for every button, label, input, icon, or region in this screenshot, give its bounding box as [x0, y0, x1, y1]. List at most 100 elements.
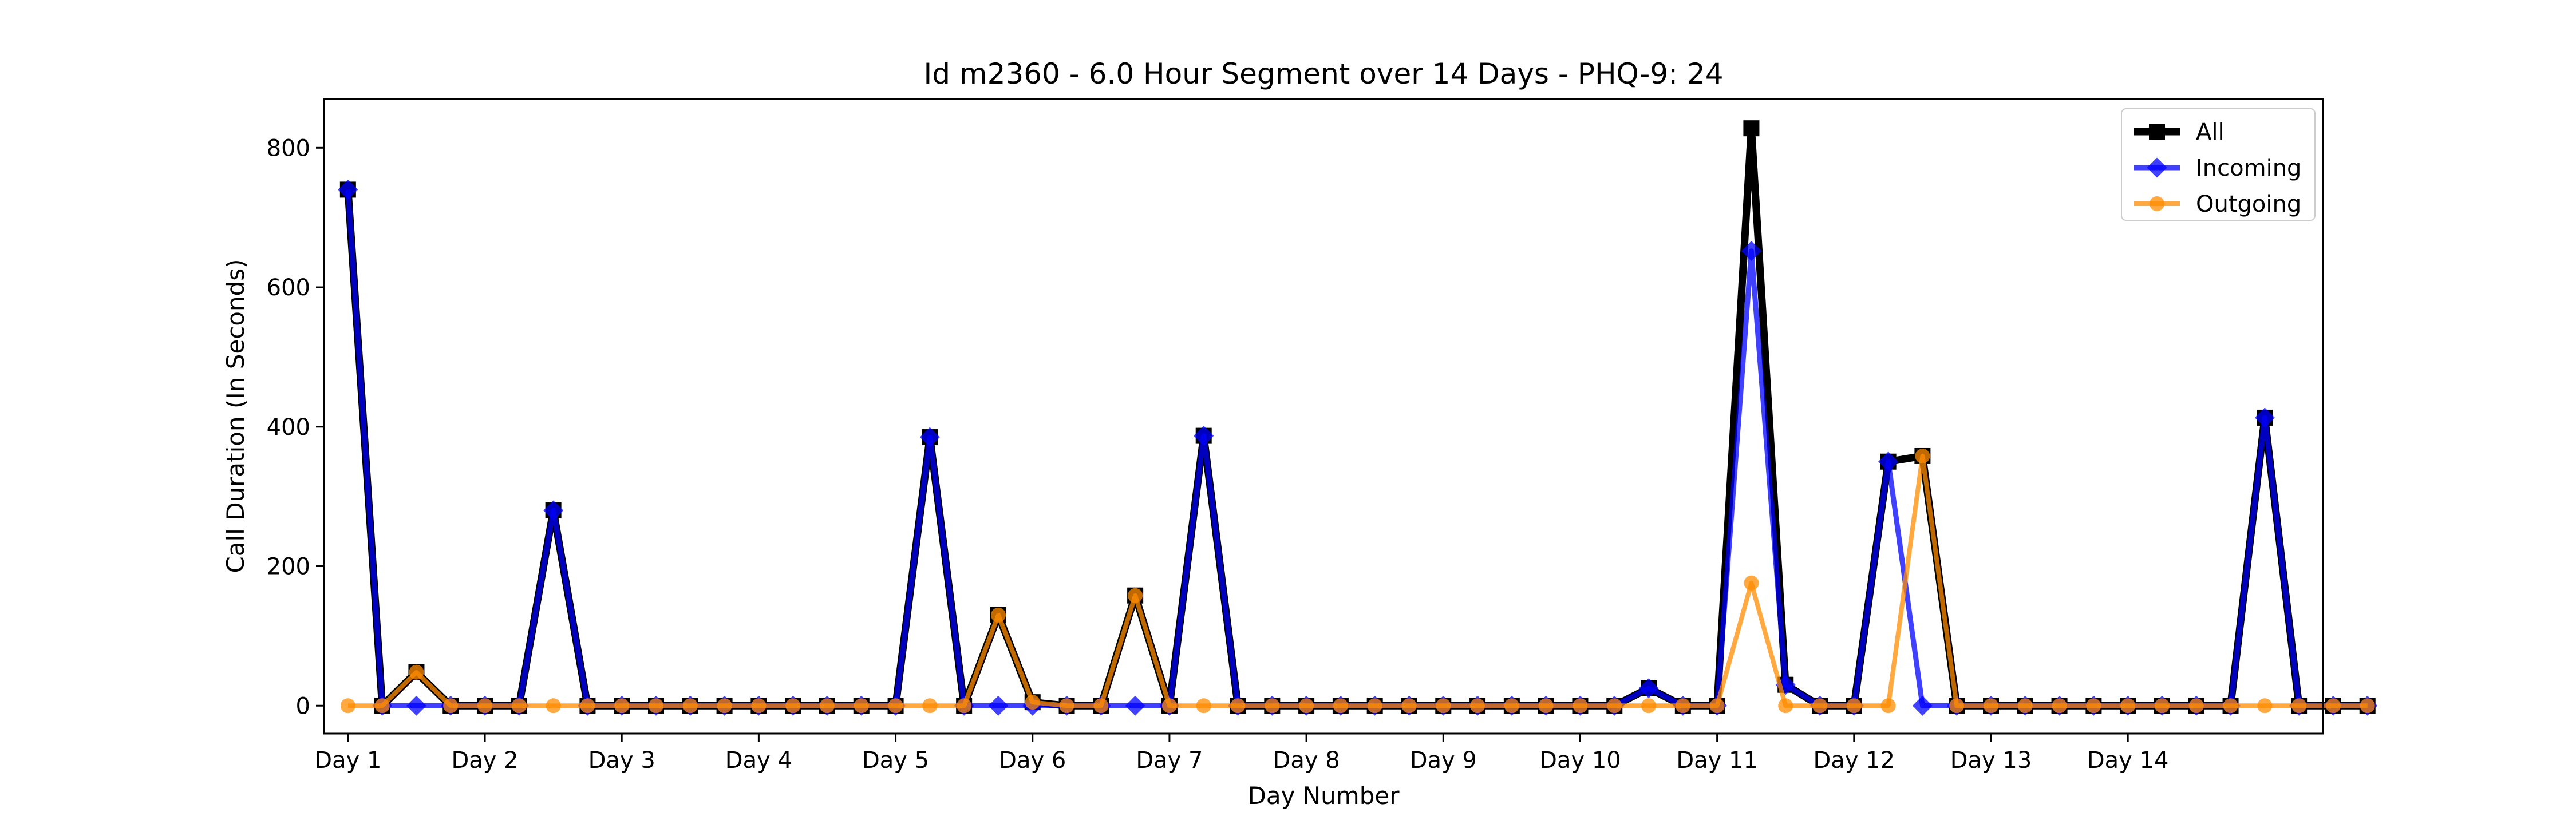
legend: All Incoming Outgoing: [2121, 108, 2316, 221]
legend-point: [2150, 196, 2164, 211]
x-tick-label: Day 6: [999, 747, 1066, 774]
series-incoming-point: [1878, 451, 1899, 472]
x-tick-label: Day 4: [725, 747, 792, 774]
series-outgoing-point: [511, 698, 527, 714]
x-tick-label: Day 11: [1676, 747, 1758, 774]
series-outgoing-point: [1641, 698, 1657, 714]
series-outgoing-point: [1367, 698, 1382, 714]
series-outgoing-point: [1161, 698, 1177, 714]
x-tick-label: Day 1: [314, 747, 381, 774]
series-incoming-point: [338, 179, 358, 200]
series-outgoing-point: [1299, 698, 1314, 714]
series-outgoing-point: [1812, 698, 1828, 714]
series-outgoing-point: [1128, 588, 1143, 603]
series-outgoing-point: [1436, 698, 1451, 714]
legend-entry: Outgoing: [2134, 191, 2301, 217]
series-outgoing-point: [819, 698, 835, 714]
axes: 0 200 400 600 800 Day 1 Day 2 Day 3 Day 4 Day 5 Da…: [267, 135, 2169, 774]
legend-point: [2147, 157, 2167, 178]
series-outgoing-point: [1333, 698, 1348, 714]
x-tick-label: Day 5: [862, 747, 929, 774]
series-outgoing-point: [1025, 695, 1040, 710]
series-outgoing-point: [1265, 698, 1280, 714]
y-tick-label: 200: [267, 554, 310, 580]
series-incoming-point: [988, 695, 1009, 716]
series-incoming-point: [406, 695, 426, 716]
x-axis-label: Day Number: [1247, 782, 1400, 810]
series-outgoing-point: [854, 698, 869, 714]
series-incoming-point: [1741, 241, 1761, 262]
legend-label: All: [2196, 119, 2225, 145]
series-incoming-point: [1194, 426, 1214, 446]
series-outgoing-point: [2257, 698, 2273, 714]
series-outgoing-point: [2017, 698, 2033, 714]
series-outgoing-point: [1059, 698, 1074, 714]
legend-frame: [2121, 108, 2316, 221]
legend-label: Outgoing: [2196, 191, 2301, 217]
series-outgoing-point: [1196, 698, 1211, 714]
series-outgoing-point: [340, 698, 355, 714]
series-outgoing-point: [649, 698, 664, 714]
y-tick-label: 600: [267, 275, 310, 301]
series-outgoing-point: [2223, 698, 2238, 714]
x-tick-label: Day 13: [1950, 747, 2032, 774]
series-outgoing-point: [1675, 698, 1690, 714]
series-outgoing-point: [2325, 698, 2341, 714]
series-outgoing-point: [614, 698, 630, 714]
series-incoming-point: [1638, 678, 1659, 699]
series-outgoing-point: [1880, 698, 1896, 714]
series-outgoing-point: [1573, 698, 1588, 714]
x-tick-label: Day 12: [1814, 747, 1895, 774]
series-outgoing-point: [682, 698, 698, 714]
series-outgoing-point: [1949, 698, 1965, 714]
series-outgoing-point: [751, 698, 767, 714]
series-outgoing-point: [2154, 698, 2170, 714]
x-tick-label: Day 10: [1539, 747, 1621, 774]
series-outgoing-point: [1846, 698, 1862, 714]
series-outgoing-point: [1230, 698, 1246, 714]
y-axis-label: Call Duration (In Seconds): [222, 259, 250, 573]
y-tick-label: 0: [296, 693, 310, 719]
series-outgoing-point: [1470, 698, 1485, 714]
series-outgoing-point: [2086, 698, 2101, 714]
series-outgoing-point: [546, 698, 561, 714]
series-outgoing-point: [2291, 698, 2307, 714]
series-outgoing-point: [957, 698, 972, 714]
x-tick-label: Day 14: [2087, 747, 2169, 774]
series-outgoing-point: [922, 698, 938, 714]
series-outgoing-point: [1778, 698, 1793, 714]
series-incoming-point: [919, 427, 940, 447]
series-outgoing-point: [1504, 698, 1519, 714]
plot-frame: [323, 98, 2324, 735]
series-outgoing-point: [1744, 575, 1759, 591]
series-outgoing-point: [888, 698, 903, 714]
series-outgoing-point: [990, 607, 1006, 623]
series-outgoing-point: [1709, 698, 1725, 714]
series-outgoing-point: [443, 698, 459, 714]
series-outgoing-point: [2120, 698, 2136, 714]
series-outgoing-point: [1538, 698, 1554, 714]
x-tick-label: Day 9: [1410, 747, 1477, 774]
series-outgoing-point: [374, 698, 390, 714]
series-outgoing-point: [1401, 698, 1417, 714]
series-outgoing-point: [1607, 698, 1622, 714]
legend-entry: All: [2134, 119, 2225, 145]
legend-label: Incoming: [2196, 155, 2301, 181]
series-outgoing-point: [1915, 448, 1930, 464]
series-outgoing-point: [2188, 698, 2204, 714]
series-outgoing-point: [477, 698, 493, 714]
series-incoming-point: [1912, 695, 1933, 716]
chart-title: Id m2360 - 6.0 Hour Segment over 14 Days…: [923, 57, 1723, 90]
series-outgoing-point: [2052, 698, 2067, 714]
x-tick-label: Day 2: [451, 747, 518, 774]
x-tick-label: Day 3: [588, 747, 655, 774]
series-outgoing-point: [717, 698, 732, 714]
series-outgoing-point: [409, 664, 424, 680]
series-incoming-point: [1125, 695, 1145, 716]
series-outgoing-point: [1983, 698, 1998, 714]
series-outgoing-point: [1093, 698, 1109, 714]
y-tick-label: 800: [267, 135, 310, 161]
series-incoming-point: [543, 500, 564, 521]
series-outgoing: [340, 448, 2375, 714]
